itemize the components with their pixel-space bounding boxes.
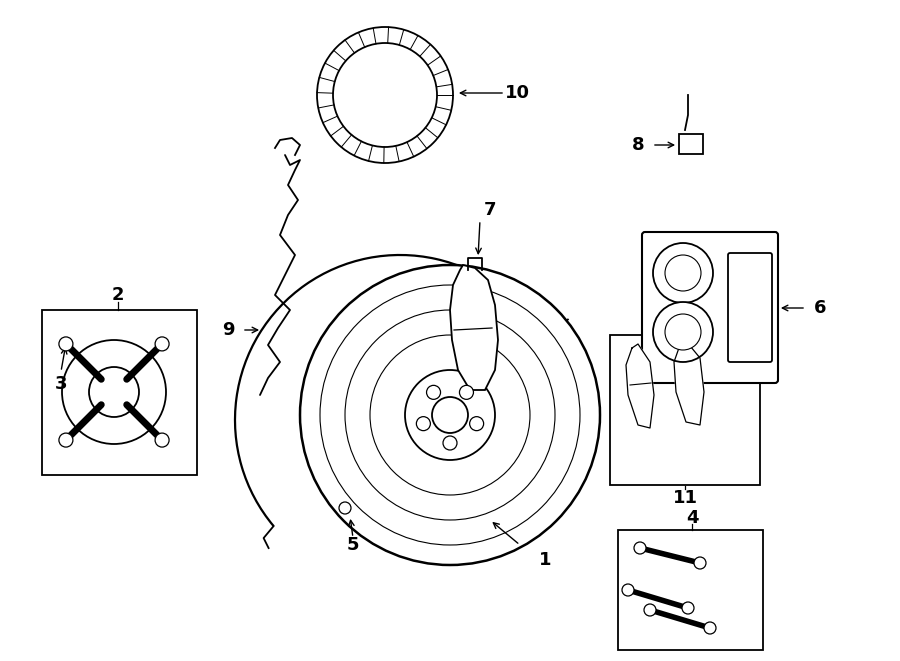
Circle shape bbox=[155, 433, 169, 447]
Circle shape bbox=[155, 337, 169, 351]
Circle shape bbox=[665, 314, 701, 350]
Polygon shape bbox=[450, 265, 498, 390]
Circle shape bbox=[432, 397, 468, 433]
Circle shape bbox=[694, 557, 706, 569]
FancyBboxPatch shape bbox=[618, 530, 763, 650]
Text: 7: 7 bbox=[484, 201, 496, 219]
Text: 9: 9 bbox=[221, 321, 234, 339]
Text: 10: 10 bbox=[505, 84, 529, 102]
FancyBboxPatch shape bbox=[42, 310, 197, 475]
Circle shape bbox=[317, 27, 453, 163]
Circle shape bbox=[443, 436, 457, 450]
Circle shape bbox=[653, 243, 713, 303]
Text: 1: 1 bbox=[539, 551, 551, 569]
FancyBboxPatch shape bbox=[728, 253, 772, 362]
Circle shape bbox=[653, 302, 713, 362]
Circle shape bbox=[62, 340, 166, 444]
Text: 3: 3 bbox=[55, 375, 68, 393]
Circle shape bbox=[704, 622, 716, 634]
Circle shape bbox=[89, 367, 139, 417]
Circle shape bbox=[634, 542, 646, 554]
Circle shape bbox=[427, 385, 440, 399]
Text: 11: 11 bbox=[672, 489, 698, 507]
Text: 8: 8 bbox=[632, 136, 644, 154]
Circle shape bbox=[470, 416, 483, 431]
Circle shape bbox=[339, 502, 351, 514]
Circle shape bbox=[417, 416, 430, 431]
Circle shape bbox=[300, 265, 600, 565]
Text: 6: 6 bbox=[814, 299, 826, 317]
Circle shape bbox=[58, 433, 73, 447]
Circle shape bbox=[58, 337, 73, 351]
Circle shape bbox=[333, 43, 437, 147]
Circle shape bbox=[622, 584, 634, 596]
FancyBboxPatch shape bbox=[610, 335, 760, 485]
FancyBboxPatch shape bbox=[642, 232, 778, 383]
Text: 5: 5 bbox=[346, 536, 359, 554]
Text: 2: 2 bbox=[112, 286, 124, 304]
FancyBboxPatch shape bbox=[679, 134, 703, 154]
Text: 4: 4 bbox=[686, 509, 698, 527]
Polygon shape bbox=[626, 344, 654, 428]
Circle shape bbox=[682, 602, 694, 614]
Polygon shape bbox=[674, 341, 704, 425]
Circle shape bbox=[665, 255, 701, 291]
Circle shape bbox=[644, 604, 656, 616]
Circle shape bbox=[405, 370, 495, 460]
Circle shape bbox=[460, 385, 473, 399]
